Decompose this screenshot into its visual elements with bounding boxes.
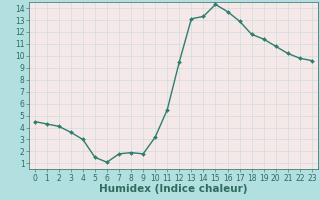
X-axis label: Humidex (Indice chaleur): Humidex (Indice chaleur) <box>99 184 248 194</box>
